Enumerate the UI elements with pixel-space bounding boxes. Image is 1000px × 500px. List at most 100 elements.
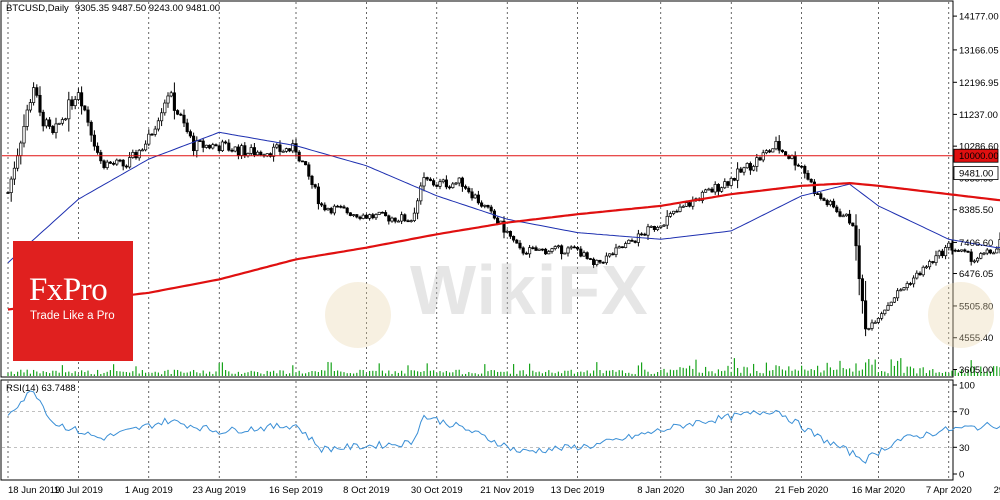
candle-up [483, 204, 487, 207]
candle-up [982, 252, 986, 255]
resistance-badge-label: 10000.00 [959, 151, 999, 162]
x-axis-label: 7 Apr 2020 [926, 485, 972, 496]
candle-up [656, 227, 660, 230]
x-axis-label: 23 Aug 2019 [193, 485, 246, 496]
candle-up [883, 309, 887, 315]
candle-up [915, 272, 919, 279]
candle-down [780, 149, 784, 153]
rsi-levels [2, 411, 952, 448]
candle-up [67, 99, 71, 120]
candle-up [902, 287, 906, 291]
candle-up [54, 123, 58, 134]
candle-up [256, 151, 260, 156]
candle-down [784, 151, 788, 156]
candle-up [752, 166, 756, 171]
candle-up [828, 200, 832, 206]
candle-down [585, 252, 589, 259]
candle-up [233, 146, 237, 152]
candle-up [275, 144, 279, 148]
candle-down [444, 179, 448, 188]
candle-down [643, 233, 647, 236]
candle-up [553, 246, 557, 250]
vertical-gridlines [7, 2, 950, 479]
candle-up [566, 247, 570, 254]
x-axis-label: 13 Dec 2019 [551, 485, 605, 496]
price-tick-label: 4555.40 [959, 333, 993, 344]
candle-up [44, 119, 48, 127]
candle-up [195, 140, 199, 152]
candle-down [288, 148, 292, 152]
candle-up [12, 167, 16, 180]
candle-down [956, 250, 960, 252]
candle-up [528, 247, 532, 255]
x-axis-label: 8 Oct 2019 [343, 485, 389, 496]
candle-up [281, 150, 285, 153]
x-axis-label: 21 Feb 2020 [775, 485, 828, 496]
candle-up [377, 211, 381, 215]
candle-down [512, 235, 516, 241]
candle-up [22, 126, 26, 144]
candle-up [438, 181, 442, 187]
candle-down [470, 191, 474, 199]
candle-down [864, 300, 868, 330]
candle-down [236, 146, 240, 156]
candle-up [681, 205, 685, 208]
candle-down [518, 242, 522, 249]
candle-down [633, 240, 637, 243]
price-tick-label: 6476.05 [959, 269, 993, 280]
candle-down [931, 261, 935, 263]
candle-up [672, 210, 676, 214]
candle-down [70, 99, 74, 107]
candle-down [966, 250, 970, 253]
candle-up [505, 230, 509, 233]
candle-down [425, 177, 429, 180]
candle-down [38, 94, 42, 113]
candle-down [854, 225, 858, 247]
candle-down [179, 113, 183, 116]
candle-down [198, 140, 202, 142]
candle-down [540, 248, 544, 251]
candle-up [396, 220, 400, 223]
candle-down [304, 161, 308, 166]
candle-down [476, 194, 480, 204]
candle-down [435, 184, 439, 187]
candle-down [620, 246, 624, 249]
candle-up [704, 189, 708, 193]
candle-down [201, 140, 205, 148]
candle-up [889, 301, 893, 306]
candle-down [51, 126, 55, 134]
candle-up [140, 149, 144, 152]
x-axis-label: 10 Jul 2019 [54, 485, 103, 496]
candle-up [220, 141, 224, 152]
candle-down [732, 178, 736, 181]
candle-down [348, 212, 352, 216]
candle-down [380, 211, 384, 214]
candle-up [774, 141, 778, 150]
candle-up [646, 226, 650, 236]
candle-down [227, 142, 231, 151]
candle-up [144, 143, 148, 151]
candle-down [108, 161, 112, 164]
price-badges: 10000.00 9481.00 [953, 148, 999, 180]
candle-down [406, 220, 410, 223]
candle-down [86, 109, 90, 123]
candle-up [204, 144, 208, 148]
candle-up [841, 215, 845, 218]
candle-up [617, 246, 621, 249]
candle-down [403, 214, 407, 222]
candle-down [851, 222, 855, 227]
candle-up [636, 233, 640, 243]
candle-up [595, 259, 599, 265]
rsi-tick-label: 70 [959, 407, 970, 418]
logo-brand: FxPro [29, 272, 108, 308]
candle-down [428, 178, 432, 181]
candle-down [819, 193, 823, 199]
candle-up [771, 148, 775, 153]
candle-down [963, 249, 967, 252]
candle-up [870, 322, 874, 329]
candle-up [944, 247, 948, 257]
candle-down [297, 151, 301, 162]
candle-down [531, 247, 535, 250]
candle-up [156, 120, 160, 130]
